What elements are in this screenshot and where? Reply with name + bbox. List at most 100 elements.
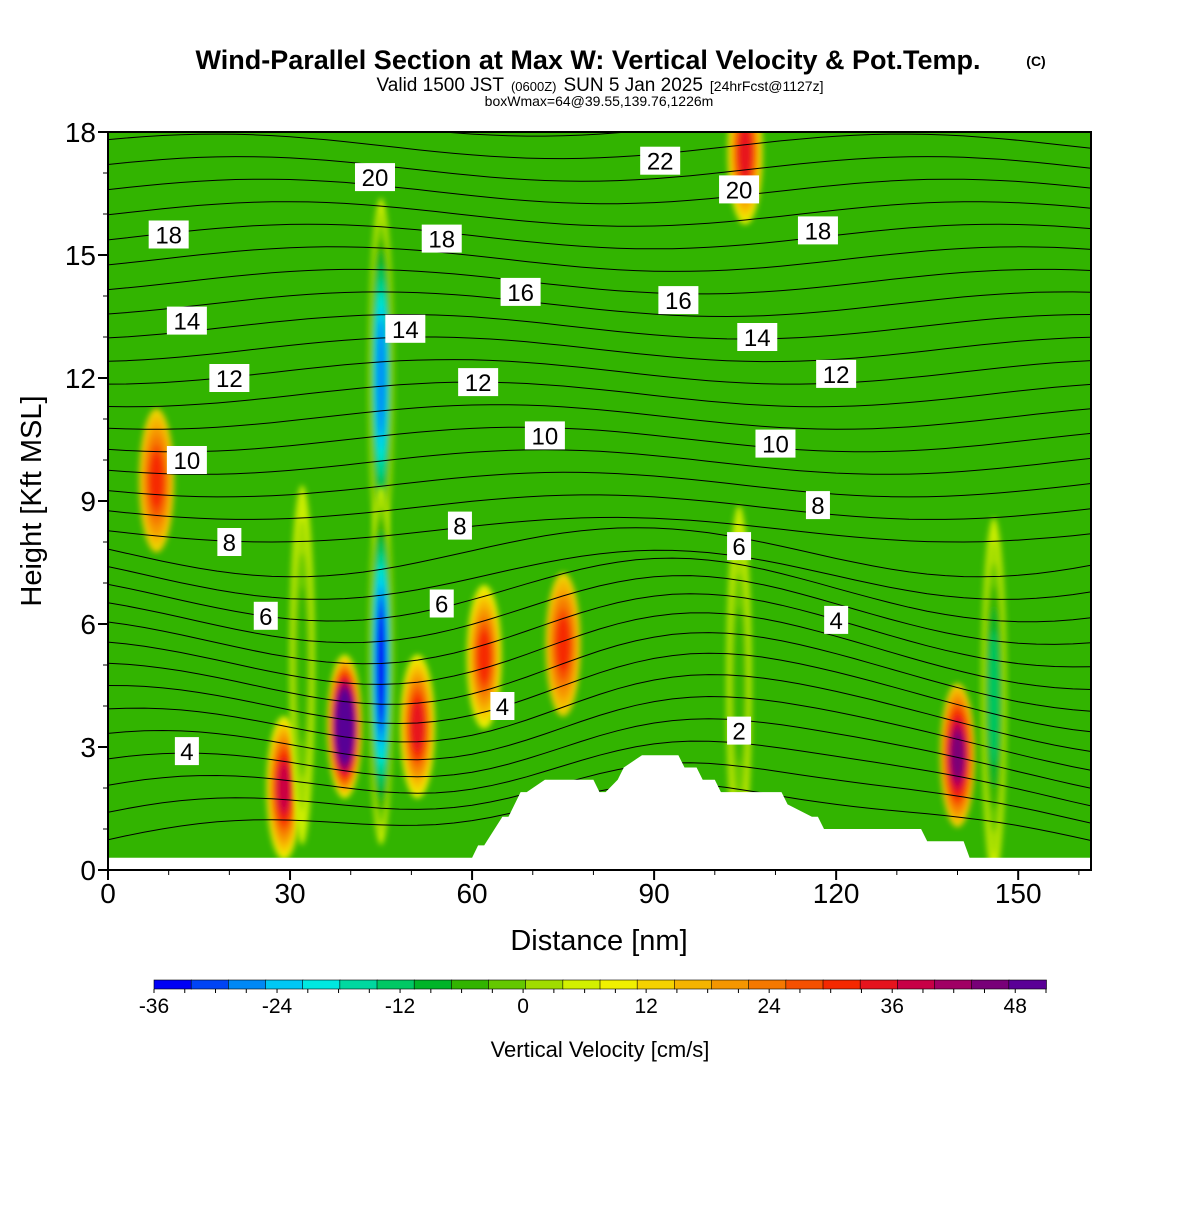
theta-label: 14 [737, 323, 778, 352]
colorbar-tick-label: 24 [757, 995, 781, 1018]
colorbar-label: Vertical Velocity [cm/s] [491, 1037, 710, 1062]
theta-contour-line [108, 494, 1091, 520]
theta-contour-labels: 18 14 12 10 8 6 4 20 18 14 12 8 6 4 16 10 22 20 16 14 18 12 10… [148, 146, 857, 766]
theta-label-text: 4 [829, 608, 842, 635]
x-tick-label: 120 [813, 878, 860, 909]
theta-label: 8 [805, 491, 830, 520]
terrain [108, 755, 1091, 870]
theta-label: 14 [385, 314, 426, 344]
colorbar-tick-label: -36 [139, 995, 169, 1018]
theta-label-text: 10 [762, 432, 789, 459]
theta-contour-line [108, 156, 1091, 182]
theta-contour-line [108, 246, 1091, 272]
theta-contour-line [108, 516, 1091, 543]
y-tick-label: 15 [65, 240, 96, 271]
theta-label: 16 [658, 286, 699, 315]
y-axis-label: Height [Kft MSL] [16, 395, 48, 606]
theta-contour-line [108, 404, 1091, 430]
subtitle-utc: (0600Z) [511, 79, 557, 94]
theta-label: 8 [217, 528, 242, 557]
colorbar-swatch [525, 979, 564, 990]
subtitle-date: SUN 5 Jan 2025 [564, 75, 703, 96]
x-axis-label: Distance [nm] [510, 925, 687, 957]
x-tick-label: 30 [274, 878, 305, 909]
theta-label-text: 22 [647, 149, 674, 176]
downdraft-core-11 [981, 517, 1007, 870]
downdraft-core-8 [368, 198, 394, 558]
colorbar-tick-label: 12 [634, 995, 657, 1018]
velocity-field: 18 14 12 10 8 6 4 20 18 14 12 8 6 4 16 10 22 20 16 14 18 12 10… [108, 132, 1091, 870]
theta-contour-line [108, 313, 1091, 340]
theta-label: 10 [166, 446, 207, 475]
downdraft-core-9 [368, 485, 394, 845]
theta-label: 6 [253, 601, 278, 631]
colorbar-swatch [599, 979, 638, 990]
theta-label: 12 [816, 359, 857, 389]
theta-label: 8 [447, 511, 472, 541]
colorbar-swatch [339, 979, 378, 990]
chart-title: Wind-Parallel Section at Max W: Vertical… [196, 45, 981, 75]
theta-label: 6 [727, 532, 752, 561]
colorbar-swatch [674, 979, 713, 990]
theta-label-text: 10 [174, 448, 201, 475]
x-tick-label: 60 [456, 878, 487, 909]
theta-contour-line [108, 381, 1091, 408]
theta-contour-line [108, 359, 1091, 385]
theta-label: 18 [797, 216, 838, 245]
theta-label: 6 [429, 589, 454, 619]
theta-contour-line [108, 593, 1091, 668]
theta-label-text: 12 [823, 362, 850, 389]
theta-contours [108, 132, 1091, 841]
theta-label: 12 [209, 364, 250, 393]
chart-subtitle: Valid 1500 JST (0600Z) SUN 5 Jan 2025 [24hr… [377, 75, 824, 96]
theta-label: 18 [148, 220, 189, 250]
theta-label: 12 [458, 368, 499, 397]
colorbar: -36 -24 -12 0 12 24 36 48 [139, 979, 1047, 1018]
colorbar-swatch [636, 979, 676, 990]
theta-label: 4 [824, 605, 849, 635]
colorbar-swatch [748, 979, 787, 990]
y-tick-label: 12 [65, 363, 96, 394]
theta-label-text: 6 [259, 604, 272, 631]
colorbar-swatch [451, 979, 490, 990]
theta-contour-line [108, 268, 1091, 295]
theta-contour-line [108, 632, 1091, 712]
colorbar-swatch [859, 979, 899, 990]
colorbar-swatch [302, 979, 341, 990]
copyright-mark: (C) [1026, 53, 1045, 69]
theta-label: 2 [727, 716, 752, 746]
theta-label-text: 12 [216, 366, 243, 393]
colorbar-tick-label: 36 [881, 995, 904, 1018]
theta-label-text: 12 [465, 370, 492, 397]
x-tick-label: 0 [100, 878, 116, 909]
theta-label: 16 [500, 277, 541, 307]
theta-contour-line [108, 449, 1091, 475]
theta-label-text: 16 [507, 280, 534, 307]
colorbar-swatch [153, 979, 192, 990]
theta-contour-line [438, 132, 634, 137]
theta-label: 4 [174, 737, 199, 766]
y-tick-label: 6 [80, 609, 96, 640]
theta-contour-line [108, 527, 1091, 578]
theta-contour-line [108, 612, 1091, 690]
y-axis: 0 3 6 9 12 15 18 [65, 117, 108, 886]
colorbar-swatch [488, 979, 527, 990]
theta-label-text: 2 [732, 719, 745, 746]
colorbar-swatch [934, 979, 973, 990]
theta-label-text: 20 [726, 177, 753, 204]
theta-label-text: 8 [223, 530, 236, 557]
theta-contour-line [108, 762, 1091, 824]
updraft-core-0 [327, 654, 363, 799]
theta-contour-line [108, 133, 1091, 160]
colorbar-tick-label: -24 [262, 995, 293, 1018]
theta-contour-line [108, 740, 1091, 807]
theta-contour-line [108, 549, 1091, 600]
theta-label-text: 18 [428, 227, 455, 254]
theta-label-text: 10 [532, 423, 559, 450]
colorbar-swatch [897, 979, 936, 990]
theta-label-text: 8 [811, 493, 824, 520]
theta-label-text: 4 [496, 694, 509, 721]
x-tick-label: 90 [639, 878, 670, 909]
